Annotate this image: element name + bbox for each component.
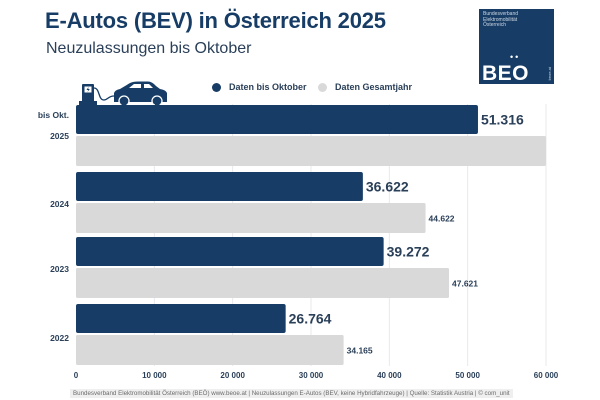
legend-item-gesamtjahr: Daten Gesamtjahr: [318, 82, 412, 92]
x-tick-label: 40 000: [377, 371, 402, 380]
data-label-bis-oktober: 51.316: [481, 112, 524, 128]
legend-item-bis-oktober: Daten bis Oktober: [212, 82, 307, 92]
bar-gesamtjahr-2024: [76, 203, 426, 233]
data-label-bis-oktober: 26.764: [289, 311, 332, 327]
x-tick-label: 30 000: [299, 371, 324, 380]
bar-gesamtjahr-2022: [76, 335, 344, 365]
legend-swatch-dark: [212, 82, 221, 92]
x-tick-label: 20 000: [220, 371, 245, 380]
page-title: E-Autos (BEV) in Österreich 2025: [45, 8, 386, 33]
logo-line-3: Österreich: [483, 22, 507, 28]
logo-dots: ••: [510, 52, 521, 62]
x-tick-label: 10 000: [142, 371, 167, 380]
logo-org-name: Bundesverband Elektromobilität Österreic…: [483, 11, 519, 29]
bar-bis-oktober-2024: [76, 172, 363, 201]
category-label: 2024: [50, 199, 69, 209]
data-label-bis-oktober: 36.622: [366, 179, 409, 195]
x-tick-label: 0: [74, 371, 79, 380]
x-tick-label: 60 000: [534, 371, 559, 380]
bar-gesamtjahr-2025: [76, 136, 546, 166]
data-label-gesamtjahr: 44.622: [429, 214, 455, 224]
footer-source: Bundesverband Elektromobilität Österreic…: [70, 389, 513, 398]
bar-bis-oktober-2022: [76, 304, 286, 333]
bar-bis-oktober-2025: [76, 105, 478, 134]
legend-label: Daten Gesamtjahr: [335, 82, 413, 92]
data-label-gesamtjahr: 47.621: [452, 279, 478, 289]
category-label: 2022: [50, 333, 69, 343]
category-sublabel: bis Okt.: [38, 110, 69, 120]
logo-line-1: Bundesverband: [483, 11, 519, 17]
data-label-bis-oktober: 39.272: [387, 244, 430, 260]
logo-wordmark: BEO: [482, 62, 530, 85]
beo-logo: Bundesverband Elektromobilität Österreic…: [479, 9, 554, 85]
ev-charging-car-icon: [79, 81, 167, 106]
category-label: 2023: [50, 264, 69, 274]
legend-label: Daten bis Oktober: [229, 82, 307, 92]
logo-line-2: Elektromobilität: [483, 16, 518, 23]
x-tick-label: 50 000: [455, 371, 480, 380]
category-label: 2025: [50, 131, 69, 141]
data-label-gesamtjahr: 34.165: [347, 346, 373, 356]
bar-gesamtjahr-2023: [76, 268, 450, 298]
page-subtitle: Neuzulassungen bis Oktober: [46, 40, 252, 57]
legend-swatch-light: [318, 82, 327, 92]
bar-bis-oktober-2023: [76, 237, 384, 266]
